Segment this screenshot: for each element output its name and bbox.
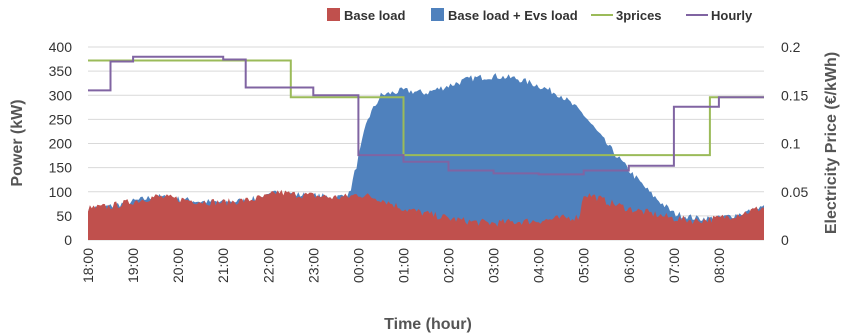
- y-tick-right: 0.05: [781, 184, 808, 200]
- y-tick-right: 0.15: [781, 87, 808, 103]
- x-tick: 08:00: [711, 248, 727, 283]
- x-tick: 04:00: [531, 248, 547, 283]
- x-tick: 06:00: [621, 248, 637, 283]
- legend-swatch: [327, 8, 340, 21]
- legend-swatch: [431, 8, 444, 21]
- y-tick-left: 400: [49, 39, 73, 55]
- y-tick-left: 250: [49, 111, 73, 127]
- x-tick: 05:00: [576, 248, 592, 283]
- y-tick-left: 150: [49, 160, 73, 176]
- y-tick-left: 50: [56, 208, 72, 224]
- y-tick-left: 300: [49, 87, 73, 103]
- y-axis-left-title: Power (kW): [9, 99, 26, 186]
- x-tick: 01:00: [395, 248, 411, 283]
- x-tick: 22:00: [260, 248, 276, 283]
- x-tick: 20:00: [170, 248, 186, 283]
- left-axis-ticks: 0 50 100 150 200 250 300 350 400: [49, 39, 73, 248]
- x-tick: 21:00: [215, 248, 231, 283]
- legend-label: Base load + Evs load: [448, 8, 578, 23]
- y-axis-right-title: Electricity Price (€/kWh): [823, 52, 840, 234]
- y-tick-left: 350: [49, 63, 73, 79]
- legend: Base load Base load + Evs load 3prices Hour…: [327, 8, 753, 23]
- x-tick: 03:00: [486, 248, 502, 283]
- legend-label: Hourly: [711, 8, 753, 23]
- right-axis-ticks: 0 0.05 0.1 0.15 0.2: [781, 39, 808, 248]
- line-hourly: [88, 55, 764, 176]
- legend-label: 3prices: [616, 8, 662, 23]
- x-tick: 23:00: [305, 248, 321, 283]
- x-tick: 07:00: [666, 248, 682, 283]
- x-axis-ticks: 18:00 19:00 20:00 21:00 22:00 23:00 00:00 01:00…: [80, 248, 727, 283]
- y-tick-left: 100: [49, 184, 73, 200]
- x-tick: 18:00: [80, 248, 96, 283]
- y-tick-right: 0: [781, 232, 789, 248]
- y-tick-right: 0.1: [781, 136, 801, 152]
- area-series: [88, 73, 764, 240]
- y-tick-left: 0: [64, 232, 72, 248]
- y-tick-left: 200: [49, 136, 73, 152]
- y-tick-right: 0.2: [781, 39, 801, 55]
- price-lines: [88, 55, 764, 176]
- x-tick: 19:00: [125, 248, 141, 283]
- area-base-load: [88, 189, 764, 240]
- x-axis-title: Time (hour): [384, 316, 472, 333]
- x-tick: 02:00: [441, 248, 457, 283]
- x-tick: 00:00: [350, 248, 366, 283]
- legend-label: Base load: [344, 8, 405, 23]
